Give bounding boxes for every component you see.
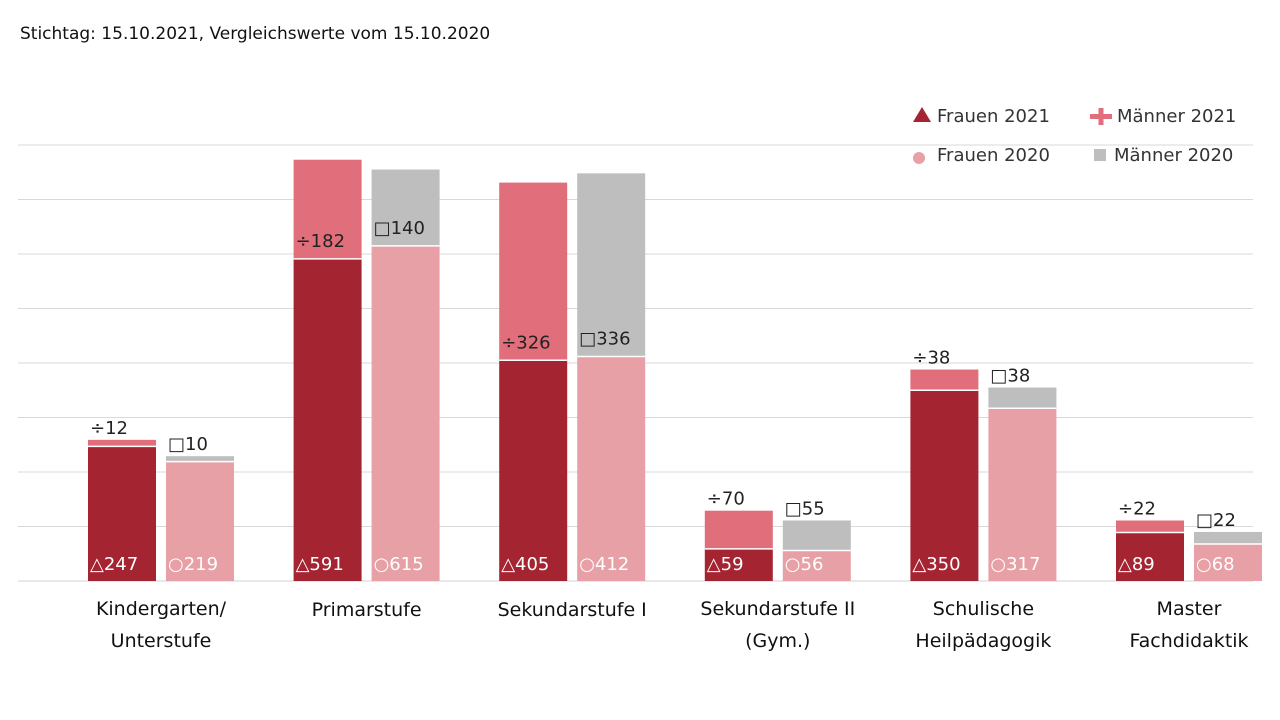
category-labels: Kindergarten/Unterstufe Primarstufe Sekund… — [96, 598, 1249, 652]
value-label: △247 — [90, 554, 138, 575]
bar-frauen-2020 — [988, 408, 1057, 581]
bar-männer-2021 — [704, 510, 773, 549]
legend-label: Frauen 2021 — [937, 106, 1050, 127]
bar-frauen-2021 — [499, 360, 568, 581]
value-label: △350 — [912, 554, 960, 575]
value-label: ÷38 — [912, 348, 950, 369]
legend-label: Männer 2021 — [1117, 106, 1236, 127]
value-labels: △247 ÷12 ○219 □10 △591 ÷182 ○615 □140 △405 ÷326 ○4… — [90, 218, 1236, 575]
legend-marker — [913, 152, 925, 164]
category-label: Fachdidaktik — [1129, 630, 1248, 652]
bar-frauen-2021 — [293, 258, 362, 581]
category-label: Kindergarten/ — [96, 598, 227, 620]
category-label: Master — [1157, 598, 1222, 620]
bar-männer-2020 — [577, 173, 646, 357]
category-label: Sekundarstufe I — [498, 599, 647, 621]
legend: Frauen 2021 Männer 2021 Frauen 2020 Männer … — [913, 106, 1236, 166]
value-label: ÷182 — [296, 231, 345, 252]
bar-männer-2021 — [88, 439, 156, 447]
value-label: ÷326 — [501, 332, 550, 353]
bar-frauen-2020 — [1194, 543, 1262, 581]
value-label: ○615 — [374, 554, 424, 575]
category-label: Heilpädagogik — [915, 630, 1051, 652]
value-label: △405 — [501, 554, 549, 575]
bar-männer-2021 — [910, 369, 979, 391]
value-label: ÷22 — [1118, 499, 1156, 520]
chart-subtitle: Stichtag: 15.10.2021, Vergleichswerte vo… — [20, 24, 490, 44]
bars — [88, 159, 1262, 581]
value-label: ○56 — [785, 554, 824, 575]
legend-label: Männer 2020 — [1114, 145, 1233, 166]
category-label: Sekundarstufe II — [700, 598, 855, 620]
value-label: □55 — [785, 499, 825, 520]
value-label: ○317 — [990, 554, 1040, 575]
value-label: ○219 — [168, 554, 218, 575]
bar-frauen-2020 — [577, 356, 646, 581]
bar-frauen-2020 — [166, 461, 234, 581]
bar-männer-2020 — [371, 169, 440, 246]
bar-frauen-2020 — [371, 245, 440, 581]
category-label: Primarstufe — [312, 599, 422, 621]
value-label: △591 — [296, 554, 344, 575]
bar-männer-2020 — [988, 387, 1057, 409]
value-label: △59 — [707, 554, 744, 575]
bar-männer-2021 — [499, 182, 568, 361]
bar-frauen-2021 — [704, 548, 773, 581]
legend-marker — [1098, 108, 1104, 125]
category-label: Unterstufe — [111, 630, 212, 652]
bar-frauen-2021 — [1116, 532, 1184, 581]
bar-frauen-2021 — [88, 446, 156, 581]
value-label: □336 — [579, 328, 630, 349]
bar-männer-2021 — [293, 159, 362, 259]
value-label: □38 — [990, 366, 1030, 387]
bar-männer-2021 — [1116, 520, 1184, 533]
legend-marker — [1094, 149, 1106, 161]
value-label: □10 — [168, 434, 208, 455]
bar-männer-2020 — [166, 456, 234, 462]
value-label: △89 — [1118, 554, 1155, 575]
bar-frauen-2020 — [782, 550, 851, 581]
value-label: ○68 — [1196, 554, 1235, 575]
category-label: Schulische — [933, 598, 1034, 620]
legend-label: Frauen 2020 — [937, 145, 1050, 166]
bar-männer-2020 — [782, 520, 851, 551]
bar-männer-2020 — [1194, 531, 1262, 544]
value-label: □22 — [1196, 510, 1236, 531]
legend-marker — [913, 107, 931, 122]
value-label: ○412 — [579, 554, 629, 575]
category-label: (Gym.) — [745, 630, 810, 652]
value-label: ÷70 — [707, 489, 745, 510]
value-label: ÷12 — [90, 418, 128, 439]
value-label: □140 — [374, 218, 425, 239]
bar-frauen-2021 — [910, 390, 979, 581]
